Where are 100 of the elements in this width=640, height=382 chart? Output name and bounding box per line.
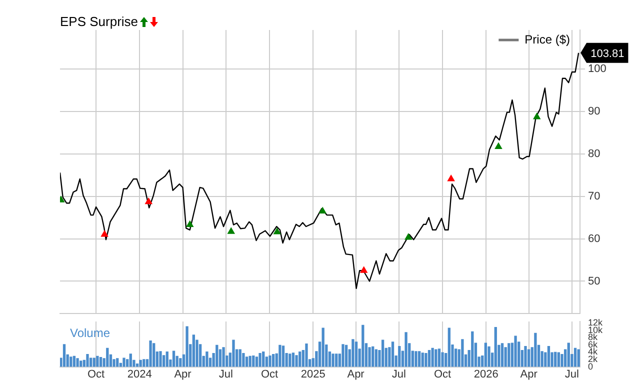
bar xyxy=(500,343,504,367)
x-tick-label: Apr xyxy=(520,368,538,380)
bar xyxy=(295,355,298,367)
bar xyxy=(332,354,334,367)
bar xyxy=(106,348,109,367)
point xyxy=(360,266,368,273)
bar xyxy=(272,354,275,367)
bar xyxy=(322,328,324,367)
bar xyxy=(508,343,510,367)
y-tick-label: 60 xyxy=(588,232,600,245)
x-tick-label: Jul xyxy=(218,368,233,380)
bar xyxy=(76,358,79,367)
chart-title: EPS Surprise xyxy=(60,14,138,29)
bar xyxy=(514,336,517,367)
bar xyxy=(245,356,248,367)
bar xyxy=(534,332,537,367)
bar xyxy=(142,359,146,367)
y-tick-label: 12k xyxy=(588,317,604,328)
y-tick-label: 100 xyxy=(588,63,606,76)
series-label: Price ($) xyxy=(524,32,570,46)
bar xyxy=(129,354,132,367)
point xyxy=(273,228,281,234)
bar xyxy=(298,351,302,367)
bar xyxy=(206,351,208,367)
bar xyxy=(92,358,96,367)
bar xyxy=(216,344,218,367)
bar xyxy=(152,343,156,367)
bar xyxy=(159,351,162,367)
bar xyxy=(527,349,530,367)
bar xyxy=(381,340,384,367)
bar xyxy=(344,344,348,367)
series-label: Volume xyxy=(70,326,110,340)
bar xyxy=(428,350,431,367)
x-tick-label: 2025 xyxy=(300,368,326,380)
bar xyxy=(414,351,418,367)
bar xyxy=(547,346,550,367)
bar xyxy=(162,355,166,367)
bar xyxy=(99,356,102,367)
bar xyxy=(166,351,168,367)
bar xyxy=(72,356,76,367)
bar xyxy=(89,358,92,367)
bar xyxy=(431,348,434,367)
y-tick-label: 10k xyxy=(588,324,604,335)
bar xyxy=(62,344,66,367)
x-tick-label: Oct xyxy=(87,368,105,380)
bar xyxy=(255,356,258,367)
point xyxy=(144,197,153,204)
bar xyxy=(262,351,265,367)
bar xyxy=(149,340,152,367)
y-tick-label: 80 xyxy=(588,148,600,160)
bar xyxy=(70,356,72,367)
data-label: 103.81 xyxy=(590,48,624,60)
x-tick-label: Jul xyxy=(564,368,579,380)
bar xyxy=(305,343,308,367)
bar xyxy=(488,346,490,367)
bar xyxy=(179,358,182,367)
y-tick-label: 50 xyxy=(588,275,600,288)
bar xyxy=(471,331,474,367)
bar xyxy=(567,342,570,367)
bar xyxy=(218,349,222,367)
bar xyxy=(484,342,487,367)
point xyxy=(447,174,455,182)
x-tick-label: Oct xyxy=(260,368,278,380)
bar xyxy=(282,346,285,367)
bar xyxy=(278,344,282,367)
point xyxy=(404,233,412,240)
bar xyxy=(424,352,428,367)
y-tick-label: 70 xyxy=(588,190,600,202)
point xyxy=(494,142,502,149)
bar xyxy=(438,348,441,367)
bar xyxy=(80,360,82,367)
y-tick-label: 90 xyxy=(588,106,600,118)
bar xyxy=(252,356,255,367)
bar xyxy=(461,339,464,367)
bar xyxy=(352,339,354,367)
bar xyxy=(454,348,458,367)
point xyxy=(532,112,541,120)
bar xyxy=(374,349,378,367)
bar xyxy=(122,358,126,367)
x-tick-label: Apr xyxy=(347,368,365,380)
bar xyxy=(574,348,577,367)
bar xyxy=(292,352,295,367)
bar xyxy=(398,346,401,367)
bar xyxy=(554,352,557,367)
bar xyxy=(288,354,292,367)
bar xyxy=(524,346,527,367)
x-tick-label: Jul xyxy=(392,368,406,380)
bar xyxy=(96,356,99,367)
bar xyxy=(192,334,196,367)
bar xyxy=(404,332,408,367)
x-tick-label: 2024 xyxy=(127,368,152,380)
point xyxy=(227,227,236,234)
bar xyxy=(372,346,374,367)
bar xyxy=(557,352,560,367)
bar xyxy=(335,354,338,367)
x-tick-label: 2026 xyxy=(474,368,498,380)
bar xyxy=(391,342,394,367)
bar xyxy=(448,328,450,367)
bar xyxy=(577,349,580,367)
bar xyxy=(362,324,364,367)
